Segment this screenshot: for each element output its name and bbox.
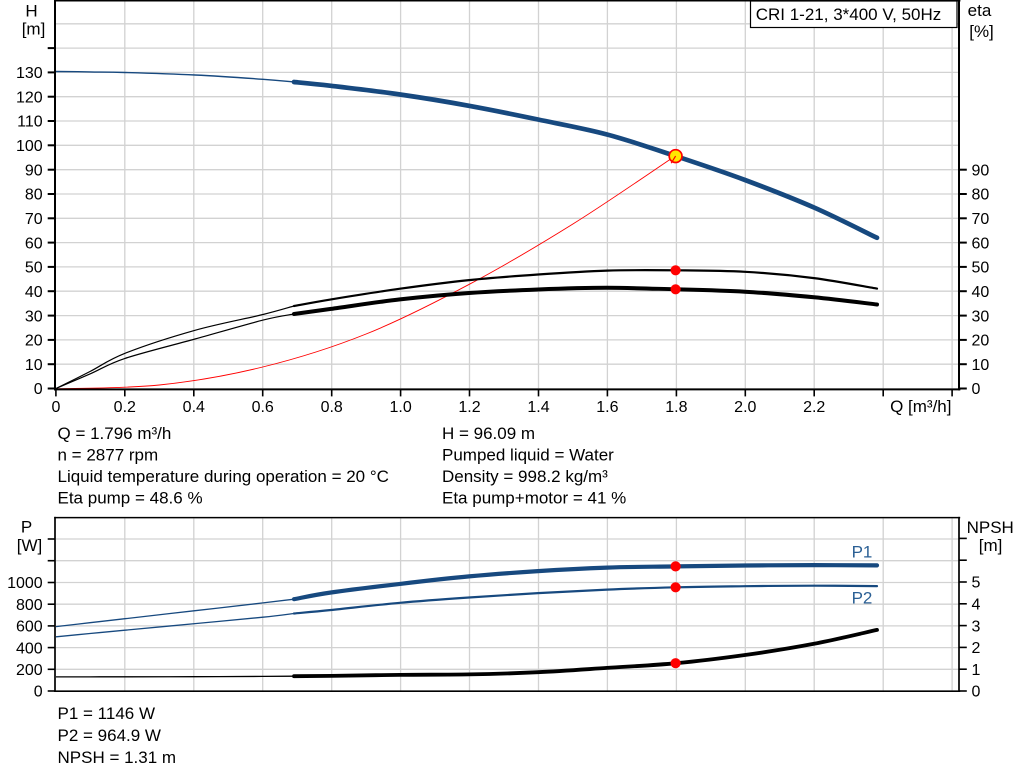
svg-text:Density = 998.2 kg/m³: Density = 998.2 kg/m³ — [442, 467, 608, 486]
svg-text:4: 4 — [972, 597, 981, 614]
svg-text:[%]: [%] — [969, 22, 994, 41]
svg-text:20: 20 — [25, 333, 43, 350]
svg-text:30: 30 — [25, 308, 43, 325]
svg-text:2.0: 2.0 — [734, 399, 756, 416]
svg-text:P: P — [21, 518, 32, 537]
svg-text:P1 = 1146 W: P1 = 1146 W — [58, 704, 156, 723]
svg-text:P1: P1 — [852, 543, 873, 562]
svg-text:10: 10 — [25, 357, 43, 374]
svg-text:1: 1 — [972, 662, 981, 679]
svg-text:100: 100 — [16, 138, 43, 155]
svg-text:Pumped liquid = Water: Pumped liquid = Water — [442, 446, 614, 465]
svg-text:90: 90 — [25, 162, 43, 179]
svg-text:Q = 1.796 m³/h: Q = 1.796 m³/h — [58, 424, 172, 443]
svg-text:1.0: 1.0 — [389, 399, 411, 416]
svg-text:1.4: 1.4 — [527, 399, 549, 416]
svg-text:0: 0 — [34, 684, 43, 701]
svg-text:3: 3 — [972, 618, 981, 635]
svg-text:80: 80 — [972, 187, 990, 204]
svg-text:NPSH = 1.31 m: NPSH = 1.31 m — [58, 748, 177, 767]
svg-text:20: 20 — [972, 333, 990, 350]
svg-text:1.8: 1.8 — [665, 399, 687, 416]
svg-text:eta: eta — [968, 1, 992, 20]
svg-text:400: 400 — [16, 640, 43, 657]
svg-text:800: 800 — [16, 597, 43, 614]
svg-text:40: 40 — [25, 284, 43, 301]
svg-text:1000: 1000 — [7, 575, 43, 592]
svg-text:[m]: [m] — [979, 536, 1003, 555]
svg-text:30: 30 — [972, 308, 990, 325]
svg-text:200: 200 — [16, 662, 43, 679]
svg-text:0: 0 — [34, 381, 43, 398]
svg-text:2.2: 2.2 — [803, 399, 825, 416]
svg-text:H: H — [25, 2, 37, 21]
svg-text:0.2: 0.2 — [114, 399, 136, 416]
svg-text:600: 600 — [16, 619, 43, 636]
svg-text:2: 2 — [972, 640, 981, 657]
svg-text:10: 10 — [972, 357, 990, 374]
svg-text:60: 60 — [972, 235, 990, 252]
svg-text:[m]: [m] — [22, 20, 46, 39]
svg-text:0: 0 — [972, 381, 981, 398]
svg-text:CRI 1-21, 3*400 V, 50Hz: CRI 1-21, 3*400 V, 50Hz — [756, 5, 942, 24]
svg-text:[W]: [W] — [17, 536, 43, 555]
svg-text:120: 120 — [16, 89, 43, 106]
svg-text:0: 0 — [972, 684, 981, 701]
svg-text:0.4: 0.4 — [183, 399, 205, 416]
svg-text:NPSH: NPSH — [967, 518, 1014, 537]
svg-text:60: 60 — [25, 235, 43, 252]
svg-text:110: 110 — [17, 114, 43, 131]
svg-text:0: 0 — [51, 399, 60, 416]
svg-text:Q [m³/h]: Q [m³/h] — [890, 397, 951, 416]
svg-text:70: 70 — [972, 211, 990, 228]
svg-text:80: 80 — [25, 187, 43, 204]
svg-text:Eta pump = 48.6 %: Eta pump = 48.6 % — [58, 489, 203, 508]
svg-text:Liquid temperature during oper: Liquid temperature during operation = 20… — [58, 467, 389, 486]
svg-text:Eta pump+motor = 41 %: Eta pump+motor = 41 % — [442, 489, 626, 508]
svg-text:0.8: 0.8 — [321, 399, 343, 416]
svg-text:P2: P2 — [852, 589, 873, 608]
svg-text:130: 130 — [16, 65, 43, 82]
svg-text:50: 50 — [25, 260, 43, 277]
svg-text:90: 90 — [972, 162, 990, 179]
svg-text:1.2: 1.2 — [458, 399, 480, 416]
svg-text:P2 = 964.9 W: P2 = 964.9 W — [58, 726, 161, 745]
svg-text:70: 70 — [25, 211, 43, 228]
svg-text:0.6: 0.6 — [252, 399, 274, 416]
svg-text:H = 96.09 m: H = 96.09 m — [442, 424, 535, 443]
svg-text:50: 50 — [972, 260, 990, 277]
svg-text:40: 40 — [972, 284, 990, 301]
svg-text:n = 2877 rpm: n = 2877 rpm — [58, 446, 159, 465]
svg-text:1.6: 1.6 — [596, 399, 618, 416]
svg-text:5: 5 — [972, 575, 981, 592]
